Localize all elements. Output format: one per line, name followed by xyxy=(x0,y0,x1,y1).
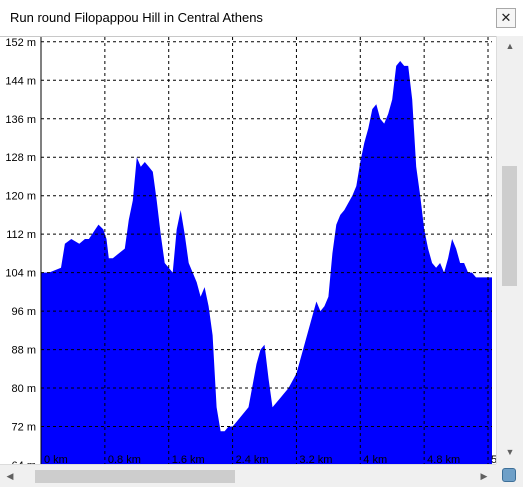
x-tick-label: 0.8 km xyxy=(108,454,141,465)
x-tick-label: 4 km xyxy=(363,454,387,465)
x-tick-label: 4.8 km xyxy=(427,454,460,465)
vertical-scrollbar[interactable]: ▲ ▼ xyxy=(496,36,523,464)
elevation-profile-svg: 152 m 144 m 136 m 128 m 120 m 112 m 104 m 96 m 8… xyxy=(5,37,496,465)
y-tick-label: 152 m xyxy=(5,37,36,49)
y-tick-label: 136 m xyxy=(5,114,36,126)
size-grip[interactable] xyxy=(496,464,523,487)
x-tick-label: 2.4 km xyxy=(236,454,269,465)
chevron-left-icon[interactable]: ◀ xyxy=(6,471,14,481)
horizontal-scrollbar[interactable]: ◀ ▶ xyxy=(0,464,496,487)
horizontal-scroll-thumb[interactable] xyxy=(35,470,235,483)
y-tick-label: 72 m xyxy=(12,422,36,434)
y-tick-label: 64 m xyxy=(12,460,36,465)
x-tick-label: 3.2 km xyxy=(299,454,332,465)
y-tick-label: 112 m xyxy=(6,229,36,241)
vertical-scroll-thumb[interactable] xyxy=(502,166,517,286)
window-title: Run round Filopappou Hill in Central Ath… xyxy=(10,10,263,25)
x-tick-label: 5.6 km xyxy=(491,454,496,465)
elevation-area xyxy=(41,61,492,465)
x-tick-label: 1.6 km xyxy=(172,454,205,465)
chevron-up-icon[interactable]: ▲ xyxy=(505,41,515,51)
chevron-down-icon[interactable]: ▼ xyxy=(505,447,515,457)
close-icon[interactable]: ✕ xyxy=(496,8,516,28)
y-tick-label: 144 m xyxy=(5,75,36,87)
y-tick-label: 128 m xyxy=(5,152,36,164)
y-tick-label: 96 m xyxy=(12,306,36,318)
y-tick-label: 88 m xyxy=(12,345,36,357)
y-tick-label: 104 m xyxy=(5,268,36,280)
chevron-right-icon[interactable]: ▶ xyxy=(480,471,488,481)
y-tick-label: 120 m xyxy=(5,191,36,203)
app-icon xyxy=(502,468,516,482)
elevation-chart[interactable]: 152 m 144 m 136 m 128 m 120 m 112 m 104 m 96 m 8… xyxy=(0,36,496,465)
x-tick-label: 0 km xyxy=(44,454,68,465)
y-tick-label: 80 m xyxy=(12,383,36,395)
title-bar: Run round Filopappou Hill in Central Ath… xyxy=(0,0,523,36)
